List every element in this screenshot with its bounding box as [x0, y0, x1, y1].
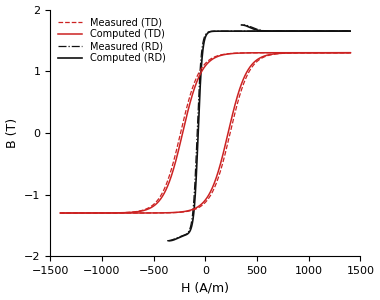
- X-axis label: H (A/m): H (A/m): [181, 281, 230, 294]
- Y-axis label: B (T): B (T): [6, 118, 19, 148]
- Legend: Measured (TD), Computed (TD), Measured (RD), Computed (RD): Measured (TD), Computed (TD), Measured (…: [55, 14, 169, 66]
